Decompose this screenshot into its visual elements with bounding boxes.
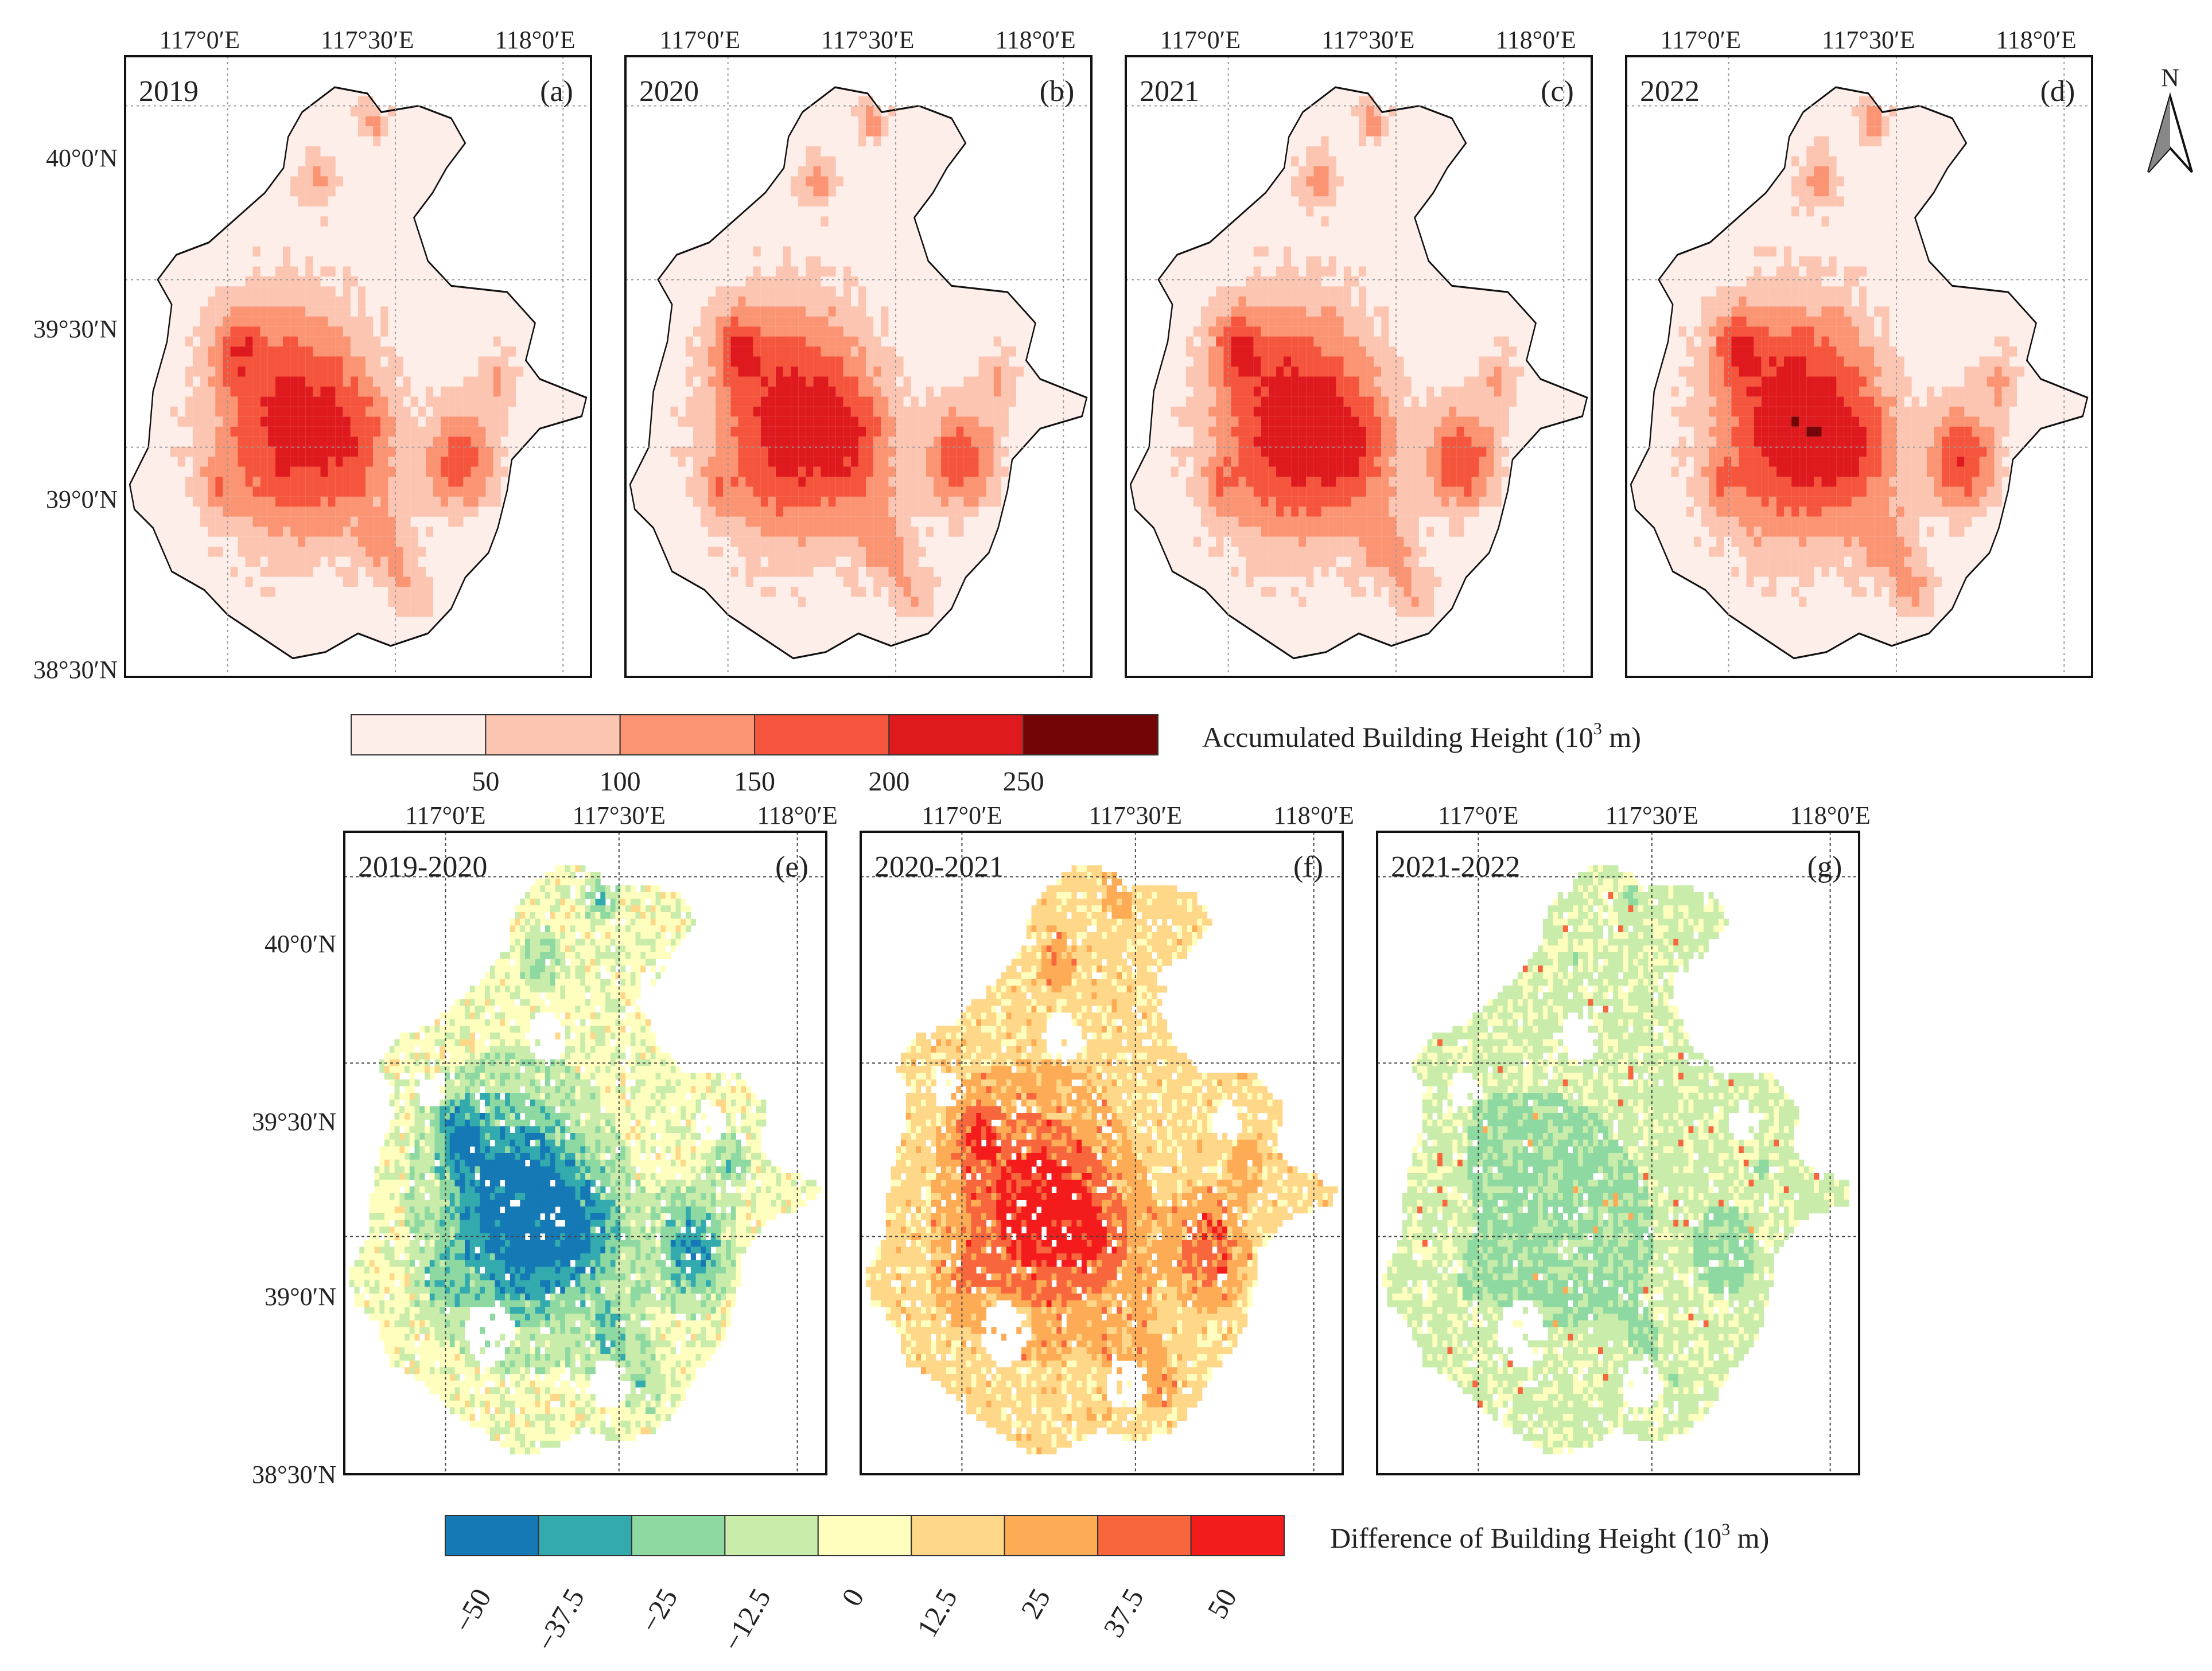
lon-tick-label: 117°30′E (321, 26, 414, 54)
legend-swatch (538, 1515, 632, 1556)
legend-swatch (485, 714, 621, 755)
lon-tick-label: 117°0′E (1438, 801, 1518, 829)
map-frame (343, 831, 827, 1475)
legend-swatch (754, 714, 890, 755)
lon-tick-label: 117°0′E (660, 26, 740, 54)
lon-tick-label: 117°0′E (1661, 26, 1741, 54)
north-arrow: N (2147, 64, 2193, 173)
legend-tick-label: 0 (835, 1583, 870, 1612)
legend-difference: −50 −37.5 −25 −12.5 0 12.5 25 37.5 50 (445, 1515, 1285, 1657)
legend-tick-label: −50 (447, 1583, 497, 1638)
lat-tick-label: 39°30′N (252, 1108, 336, 1136)
panel-period-label: 2020-2021 (874, 851, 1004, 883)
legend-swatch (619, 714, 755, 755)
lon-tick-label: 118°0′E (757, 801, 837, 829)
panel-letter-label: (d) (2040, 75, 2075, 108)
lon-tick-label: 117°30′E (573, 801, 666, 829)
legend-tick-label: 25 (1014, 1583, 1056, 1624)
lat-tick-label: 38°30′N (33, 656, 118, 684)
lon-tick-label: 117°30′E (1089, 801, 1182, 829)
legend-tick-label: 37.5 (1097, 1583, 1150, 1643)
diff-panel-2019-2020: 2019-2020 (e) 117°0′E 117°30′E 118°0′E (343, 801, 838, 1475)
lon-tick-label: 118°0′E (1996, 26, 2076, 54)
lon-tick-label: 117°0′E (922, 801, 1002, 829)
legend-tick-label: 12.5 (911, 1583, 963, 1643)
panel-year-label: 2020 (639, 75, 699, 108)
lon-tick-label: 117°0′E (160, 26, 240, 54)
lat-tick-label: 39°0′N (46, 485, 118, 513)
diff-panel-2020-2021: 2020-2021 (f) 117°0′E 117°30′E 118°0′E (860, 801, 1354, 1475)
map-panel-2022: 2022 (d) 117°0′E 117°30′E 118°0′E (1626, 26, 2092, 677)
lon-tick-label: 118°0′E (1273, 801, 1354, 829)
lat-tick-label: 40°0′N (265, 930, 336, 958)
legend-swatch (351, 714, 487, 755)
legend-swatch (888, 714, 1024, 755)
legend-swatch (445, 1515, 539, 1556)
panel-period-label: 2019-2020 (358, 851, 487, 883)
legend-swatch (631, 1515, 726, 1556)
lon-tick-label: 117°30′E (1321, 26, 1414, 54)
legend-swatch (1097, 1515, 1192, 1556)
lon-tick-label: 118°0′E (1790, 801, 1870, 829)
map-panel-2020: 2020 (b) 117°0′E 117°30′E 118°0′E (625, 26, 1091, 677)
map-panel-2021: 2021 (c) 117°0′E 117°30′E 118°0′E (1126, 26, 1592, 677)
lon-tick-label: 118°0′E (1495, 26, 1576, 54)
map-panel-2019: 2019 (a) 117°0′E 117°30′E 118°0′E (125, 26, 591, 677)
legend-difference-title: Difference of Building Height (103 m) (1330, 1520, 1769, 1554)
panel-year-label: 2021 (1140, 75, 1199, 108)
legend-swatch (1190, 1515, 1285, 1556)
panel-letter-label: (g) (1807, 851, 1842, 883)
north-arrow-label: N (2161, 64, 2179, 92)
legend-accumulated-title: Accumulated Building Height (103 m) (1202, 719, 1641, 753)
legend-tick-label: 50 (472, 766, 499, 797)
legend-tick-label: 100 (600, 766, 641, 797)
lon-tick-label: 117°0′E (1160, 26, 1241, 54)
legend-tick-label: 200 (868, 766, 909, 797)
map-frame (1376, 831, 1860, 1475)
map-frame (1125, 55, 1593, 678)
panel-letter-label: (b) (1040, 75, 1075, 108)
legend-tick-label: −25 (633, 1583, 684, 1638)
lat-tick-label: 39°0′N (265, 1283, 336, 1311)
legend-swatch (817, 1515, 912, 1556)
difference-maps: 2019-2020 (e)117°0′E 117°30′E 118°0′E2020-2… (252, 801, 1871, 1489)
legend-tick-label: −12.5 (716, 1583, 777, 1657)
legend-swatch (724, 1515, 819, 1556)
legend-swatch (911, 1515, 1005, 1556)
lon-tick-label: 118°0′E (995, 26, 1075, 54)
map-frame (124, 55, 592, 678)
panel-year-label: 2022 (1640, 75, 1700, 108)
legend-swatch (1004, 1515, 1099, 1556)
accumulated-height-maps: 2019 (a) 117°0′E 117°30′E 118°0′E 2020 (b) 117°… (33, 26, 2092, 684)
legend-tick-label: 250 (1003, 766, 1044, 797)
panel-letter-label: (a) (540, 75, 573, 108)
lon-tick-label: 117°30′E (1605, 801, 1698, 829)
legend-tick-label: 150 (734, 766, 775, 797)
lon-tick-label: 118°0′E (495, 26, 575, 54)
lon-tick-label: 117°30′E (1822, 26, 1915, 54)
map-frame (624, 55, 1093, 678)
panel-letter-label: (e) (775, 851, 808, 883)
panel-period-label: 2021-2022 (1391, 851, 1520, 883)
lon-tick-label: 117°0′E (405, 801, 485, 829)
panel-letter-label: (f) (1293, 851, 1323, 883)
lat-tick-label: 38°30′N (252, 1460, 336, 1489)
lon-tick-label: 117°30′E (821, 26, 914, 54)
map-frame (860, 831, 1344, 1475)
diff-panel-2021-2022: 2021-2022 (g) 117°0′E 117°30′E 118°0′E (1376, 801, 1871, 1475)
panel-year-label: 2019 (139, 75, 199, 108)
legend-tick-label: −37.5 (530, 1583, 590, 1657)
legend-swatch (1023, 714, 1159, 755)
panel-letter-label: (c) (1541, 75, 1574, 108)
lat-tick-label: 40°0′N (46, 144, 118, 172)
legend-tick-label: 50 (1201, 1583, 1243, 1624)
map-frame (1625, 55, 2093, 678)
lat-tick-label: 39°30′N (33, 315, 118, 343)
legend-accumulated: 50 100 150 200 250 (351, 714, 1159, 797)
